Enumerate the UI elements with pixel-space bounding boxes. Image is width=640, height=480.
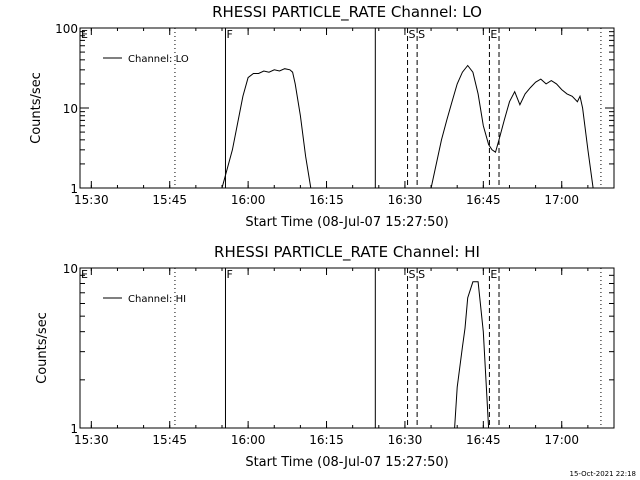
hi-x-tick-label: 16:00 — [231, 433, 266, 447]
lo-plot-title: RHESSI PARTICLE_RATE Channel: LO — [212, 3, 482, 22]
lo-x-tick-label: 17:00 — [544, 193, 579, 207]
lo-x-tick-label: 15:30 — [74, 193, 109, 207]
lo-x-axis-label: Start Time (08-Jul-07 15:27:50) — [245, 215, 448, 230]
lo-x-tick-label: 15:45 — [152, 193, 187, 207]
hi-x-tick-label: 16:30 — [388, 433, 423, 447]
hi-series-line — [454, 281, 490, 429]
hi-y-tick-label: 1 — [70, 422, 78, 436]
lo-x-tick-label: 16:00 — [231, 193, 266, 207]
lo-series-line — [430, 64, 594, 189]
hi-x-tick-label: 16:45 — [466, 433, 501, 447]
lo-x-tick-label: 16:30 — [388, 193, 423, 207]
lo-marker-label: E — [81, 28, 88, 41]
lo-marker-label: F — [226, 28, 232, 41]
hi-marker-label: S — [409, 268, 416, 281]
lo-y-tick-label: 10 — [63, 102, 78, 116]
hi-y-tick-label: 10 — [63, 262, 78, 276]
lo-series-line — [221, 68, 312, 189]
hi-y-axis-label: Counts/sec — [35, 312, 50, 384]
hi-marker-label: F — [226, 268, 232, 281]
hi-x-tick-label: 15:45 — [152, 433, 187, 447]
hi-x-tick-label: 17:00 — [544, 433, 579, 447]
lo-legend-label: Channel: LO — [128, 54, 189, 65]
hi-x-tick-label: 15:30 — [74, 433, 109, 447]
hi-legend-label: Channel: HI — [128, 294, 186, 305]
hi-x-tick-label: 16:15 — [309, 433, 344, 447]
lo-x-tick-label: 16:45 — [466, 193, 501, 207]
hi-channel-plot: RHESSI PARTICLE_RATE Channel: HI Start T… — [35, 243, 615, 470]
lo-y-axis-label: Counts/sec — [29, 72, 44, 144]
timestamp-stamp: 15-Oct-2021 22:18 — [570, 470, 636, 478]
hi-plot-frame — [79, 267, 615, 429]
lo-marker-label: E — [490, 28, 497, 41]
hi-plot-title: RHESSI PARTICLE_RATE Channel: HI — [214, 243, 480, 262]
lo-plot-frame — [79, 27, 615, 189]
hi-marker-label: E — [490, 268, 497, 281]
hi-marker-label: S — [418, 268, 425, 281]
lo-x-tick-label: 16:15 — [309, 193, 344, 207]
lo-channel-plot: RHESSI PARTICLE_RATE Channel: LO Start T… — [29, 3, 615, 230]
lo-y-tick-label: 1 — [70, 182, 78, 196]
hi-x-axis-label: Start Time (08-Jul-07 15:27:50) — [245, 455, 448, 470]
lo-marker-label: S — [418, 28, 425, 41]
lo-y-tick-label: 100 — [55, 22, 78, 36]
hi-marker-label: E — [81, 268, 88, 281]
lo-marker-label: S — [409, 28, 416, 41]
